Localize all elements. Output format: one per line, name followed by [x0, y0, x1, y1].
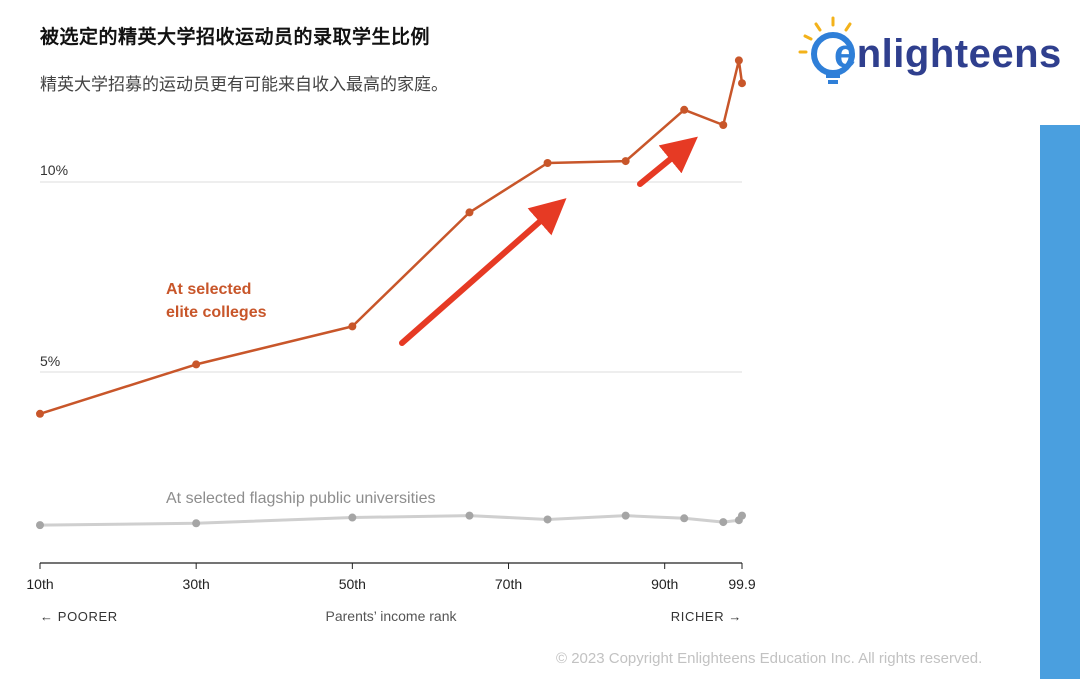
series-elite-label-line2: elite colleges [166, 304, 267, 321]
series-elite-line [39, 59, 744, 415]
series-elite-points [36, 56, 746, 418]
x-right-label: RICHER → [671, 609, 742, 624]
data-point [734, 56, 743, 65]
x-tick-label: 90th [651, 576, 678, 592]
line-chart: 10% 5% 10th 30th 50th 70th 90th 99.9 At selec… [26, 56, 756, 624]
chart-title: 被选定的精英大学招收运动员的录取学生比例 [40, 27, 431, 48]
data-point [192, 360, 201, 369]
enlighteens-logo: enlighteens [796, 14, 1061, 90]
series-flagship-line [39, 514, 744, 527]
data-point [465, 208, 474, 217]
logo-wordmark: enlighteens [834, 32, 1062, 76]
data-point [680, 514, 689, 523]
x-tick-label: 99.9 [728, 576, 755, 592]
data-point [348, 322, 357, 331]
data-point [348, 513, 357, 522]
data-point [719, 518, 728, 527]
accent-side-bar [1040, 125, 1080, 679]
data-point [621, 157, 630, 166]
data-point [621, 511, 630, 520]
y-tick-10: 10% [40, 162, 68, 178]
series-flagship-label: At selected flagship public universities [166, 490, 435, 507]
data-point [680, 105, 689, 114]
red-arrow-up-1 [399, 198, 567, 346]
x-tick-label: 70th [495, 576, 522, 592]
data-point [738, 511, 746, 520]
x-axis-title: Parents’ income rank [326, 608, 458, 624]
x-tick-label: 30th [183, 576, 210, 592]
x-tick-label: 50th [339, 576, 366, 592]
data-point [36, 521, 44, 530]
x-tick-label: 10th [26, 576, 53, 592]
x-ticks: 10th 30th 50th 70th 90th 99.9 [26, 563, 756, 592]
x-left-label: ← POORER [40, 609, 118, 624]
red-arrow-up-2 [637, 136, 698, 187]
chart-subtitle: 精英大学招募的运动员更有可能来自收入最高的家庭。 [40, 75, 448, 94]
lightbulb-icon [798, 16, 855, 84]
copyright-text: © 2023 Copyright Enlighteens Education I… [556, 650, 983, 667]
data-point [719, 121, 728, 129]
data-point [192, 519, 201, 528]
data-point [465, 511, 474, 520]
data-point [738, 79, 746, 88]
y-tick-5: 5% [40, 353, 60, 369]
data-point [36, 409, 44, 418]
data-point [543, 159, 552, 167]
series-elite-label-line1: At selected [166, 281, 251, 298]
series-flagship-points [36, 511, 746, 530]
data-point [543, 515, 552, 524]
